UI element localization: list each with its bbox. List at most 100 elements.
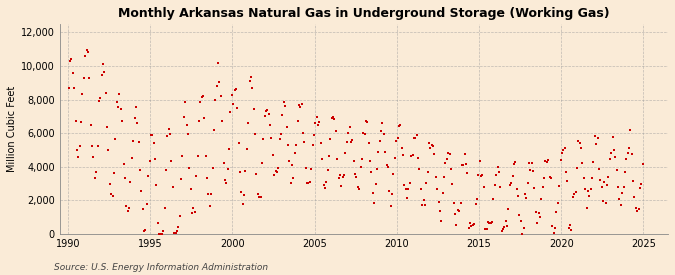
Point: [392, 136, 403, 140]
Point: [391, 139, 402, 143]
Point: [254, 195, 265, 200]
Point: [239, 193, 250, 197]
Point: [115, 107, 126, 111]
Point: [624, 146, 634, 150]
Point: [229, 87, 240, 92]
Point: [476, 174, 487, 179]
Point: [291, 143, 302, 147]
Point: [612, 167, 622, 172]
Point: [561, 169, 572, 174]
Point: [559, 146, 570, 151]
Point: [333, 176, 344, 181]
Point: [317, 157, 327, 161]
Point: [192, 154, 203, 159]
Point: [576, 146, 587, 151]
Point: [222, 167, 233, 172]
Point: [499, 225, 510, 230]
Point: [89, 176, 100, 180]
Point: [609, 148, 620, 152]
Point: [446, 167, 456, 171]
Point: [543, 158, 554, 163]
Point: [125, 180, 136, 184]
Point: [613, 185, 624, 189]
Point: [367, 191, 378, 195]
Point: [558, 148, 568, 152]
Point: [248, 107, 259, 111]
Point: [215, 94, 226, 98]
Point: [352, 185, 363, 189]
Point: [516, 218, 526, 223]
Point: [496, 229, 507, 234]
Point: [389, 156, 400, 161]
Point: [322, 167, 333, 172]
Point: [326, 116, 337, 120]
Point: [173, 225, 184, 229]
Point: [549, 226, 560, 230]
Point: [528, 169, 539, 174]
Point: [524, 161, 535, 166]
Point: [469, 222, 480, 226]
Point: [298, 131, 308, 135]
Point: [539, 176, 549, 180]
Point: [111, 100, 122, 104]
Title: Monthly Arkansas Natural Gas in Underground Storage (Working Gas): Monthly Arkansas Natural Gas in Undergro…: [118, 7, 610, 20]
Point: [370, 182, 381, 186]
Point: [481, 227, 492, 231]
Point: [364, 159, 375, 163]
Point: [252, 192, 263, 196]
Point: [526, 161, 537, 165]
Point: [350, 172, 360, 177]
Point: [78, 76, 89, 80]
Point: [214, 80, 225, 84]
Point: [379, 132, 389, 137]
Point: [137, 207, 148, 211]
Point: [306, 167, 317, 172]
Point: [219, 178, 230, 182]
Point: [521, 196, 532, 200]
Point: [408, 135, 419, 140]
Point: [621, 157, 632, 161]
Point: [290, 150, 300, 155]
Point: [444, 152, 455, 156]
Point: [366, 170, 377, 175]
Point: [510, 160, 520, 164]
Point: [206, 191, 217, 196]
Point: [410, 136, 421, 140]
Point: [354, 187, 364, 192]
Point: [332, 157, 343, 161]
Point: [435, 208, 446, 213]
Point: [233, 141, 244, 145]
Point: [580, 186, 591, 191]
Point: [540, 158, 551, 163]
Point: [178, 114, 189, 119]
Point: [238, 202, 248, 206]
Point: [512, 194, 523, 199]
Point: [265, 123, 275, 127]
Point: [411, 133, 422, 137]
Point: [106, 192, 117, 196]
Point: [477, 173, 488, 177]
Point: [400, 187, 411, 191]
Point: [423, 170, 433, 174]
Point: [271, 170, 282, 175]
Point: [154, 232, 165, 236]
Point: [614, 197, 625, 201]
Point: [464, 221, 475, 225]
Point: [122, 209, 133, 213]
Point: [630, 206, 641, 210]
Point: [525, 167, 536, 172]
Point: [596, 185, 607, 189]
Point: [242, 147, 252, 151]
Point: [371, 167, 382, 171]
Point: [255, 195, 266, 199]
Point: [148, 141, 159, 145]
Point: [356, 157, 367, 161]
Point: [124, 206, 134, 210]
Point: [167, 185, 178, 189]
Point: [210, 97, 221, 102]
Point: [294, 103, 304, 107]
Point: [548, 231, 559, 235]
Point: [138, 229, 149, 233]
Point: [414, 167, 425, 172]
Point: [198, 93, 209, 98]
